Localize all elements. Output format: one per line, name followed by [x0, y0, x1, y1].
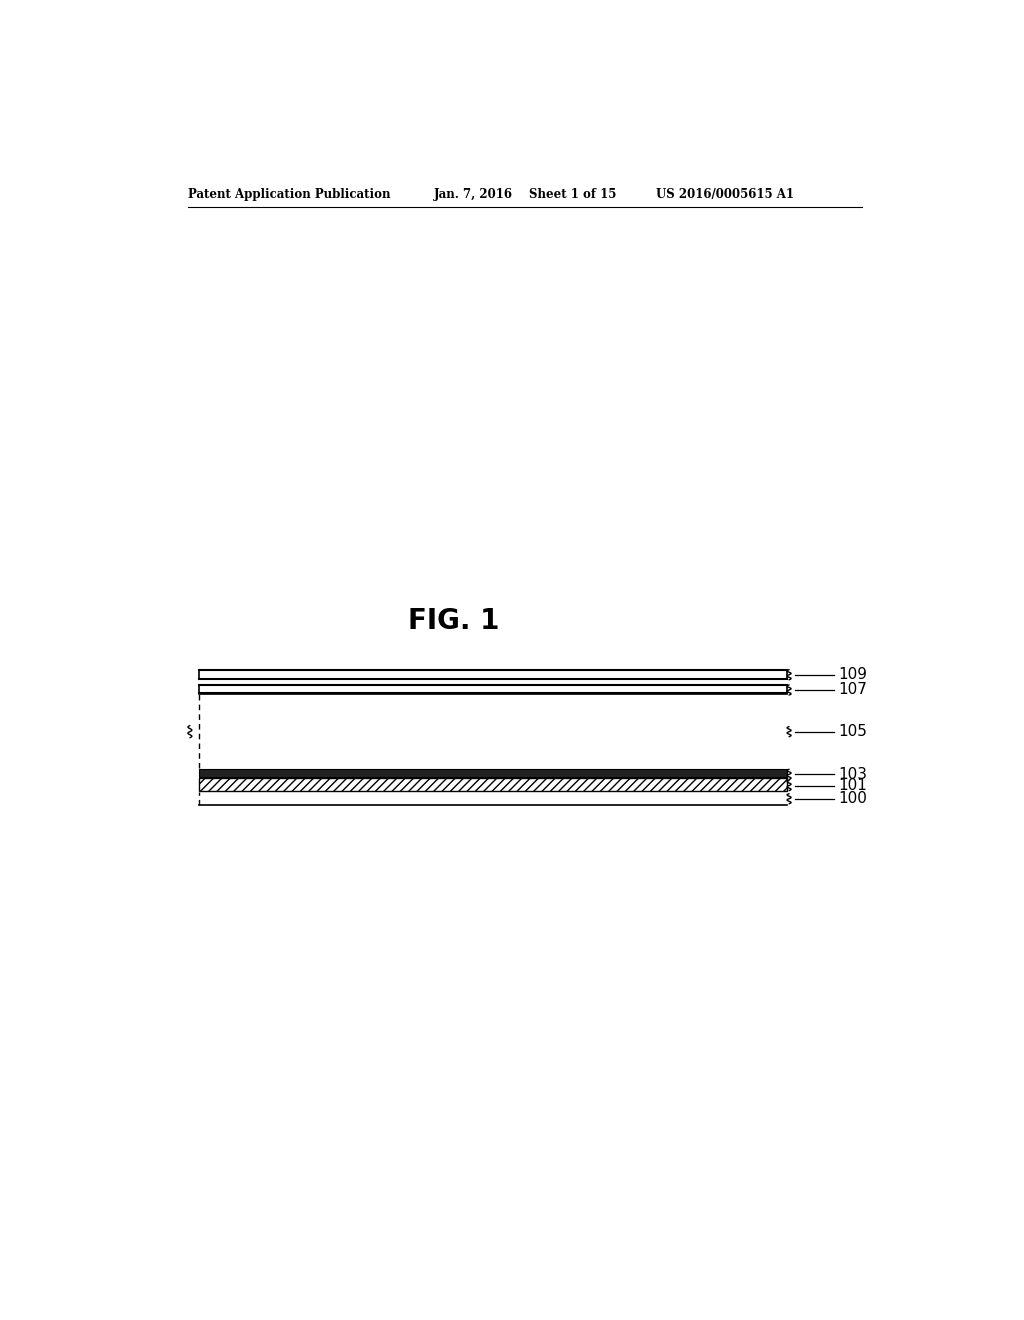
Text: 100: 100	[839, 791, 867, 807]
Text: 101: 101	[839, 777, 867, 793]
Text: 107: 107	[839, 682, 867, 697]
Text: 109: 109	[839, 667, 867, 682]
Text: Patent Application Publication: Patent Application Publication	[187, 189, 390, 202]
Bar	[200, 779, 786, 791]
Text: Jan. 7, 2016: Jan. 7, 2016	[433, 189, 513, 202]
Text: Sheet 1 of 15: Sheet 1 of 15	[528, 189, 616, 202]
Text: US 2016/0005615 A1: US 2016/0005615 A1	[655, 189, 794, 202]
Bar	[200, 770, 786, 777]
Text: FIG. 1: FIG. 1	[408, 607, 499, 635]
Text: 105: 105	[839, 725, 867, 739]
Text: 103: 103	[839, 767, 867, 781]
